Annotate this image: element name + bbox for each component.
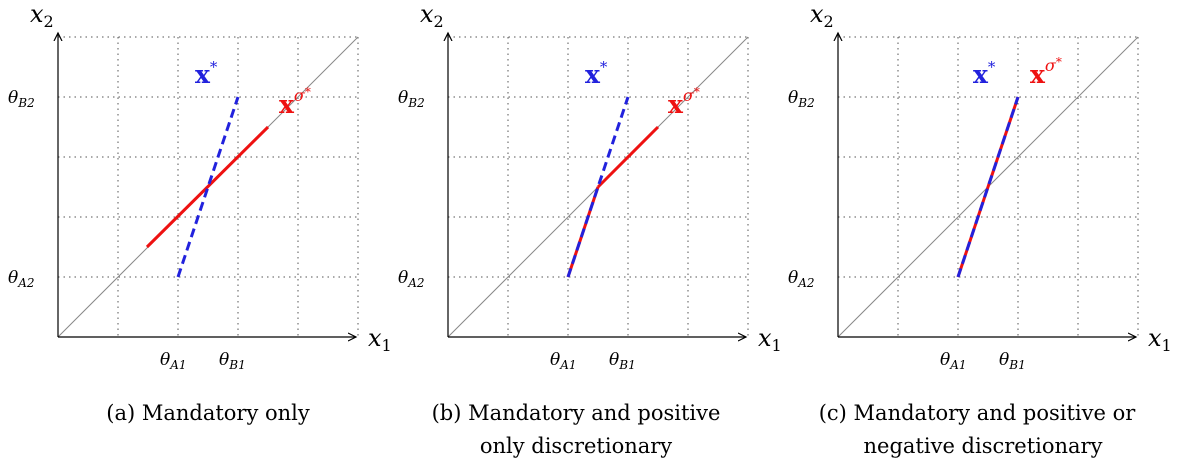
- x2-axis-label: x2: [810, 0, 834, 31]
- caption-c-line1: (c) Mandatory and positive or: [819, 401, 1136, 425]
- theta-a1-label: θA1: [940, 350, 967, 372]
- labels-panel-b: x2 x1 θB2 θA2 θA1 θB1 x* xσ*: [398, 0, 782, 372]
- theta-a2-label: θA2: [788, 268, 815, 290]
- panel-b: [448, 33, 749, 337]
- x2-axis-label: x2: [30, 0, 54, 31]
- theta-b1-label: θB1: [999, 350, 1026, 372]
- x-sigma-star-label: xσ*: [1030, 55, 1062, 89]
- theta-b2-label: θB2: [8, 88, 35, 110]
- x1-axis-label: x1: [1148, 324, 1172, 355]
- caption-a-line1: (a) Mandatory only: [106, 401, 310, 425]
- x-sigma-star-label: xσ*: [668, 85, 700, 119]
- panel-a: [58, 33, 359, 337]
- theta-b2-label: θB2: [398, 88, 425, 110]
- theta-a2-label: θA2: [8, 268, 35, 290]
- caption-b-line1: (b) Mandatory and positive: [432, 401, 721, 425]
- captions: (a) Mandatory only (b) Mandatory and pos…: [106, 401, 1136, 458]
- caption-b-line2: only discretionary: [480, 434, 672, 458]
- x-star-label: x*: [195, 58, 218, 89]
- x1-axis-label: x1: [368, 324, 392, 355]
- grid: [838, 36, 1139, 337]
- x-sigma-star-line: [145, 125, 270, 249]
- x-star-line: [176, 96, 240, 278]
- panel-c: [838, 33, 1139, 337]
- theta-b1-label: θB1: [609, 350, 636, 372]
- x-star-label: x*: [973, 58, 996, 89]
- x2-axis-label: x2: [420, 0, 444, 31]
- grid: [448, 36, 749, 337]
- x-sigma-star-label: xσ*: [279, 85, 311, 119]
- theta-a1-label: θA1: [550, 350, 577, 372]
- x-sigma-star-diagonal-line: [596, 125, 660, 189]
- theta-a1-label: θA1: [160, 350, 187, 372]
- x1-axis-label: x1: [758, 324, 782, 355]
- caption-c-line2: negative discretionary: [864, 434, 1103, 458]
- theta-b1-label: θB1: [219, 350, 246, 372]
- grid: [58, 36, 359, 337]
- x-star-line: [956, 96, 1020, 278]
- labels-panel-a: x2 x1 θB2 θA2 θA1 θB1 x* xσ*: [8, 0, 392, 372]
- x-star-label: x*: [585, 58, 608, 89]
- theta-a2-label: θA2: [398, 268, 425, 290]
- labels-panel-c: x2 x1 θB2 θA2 θA1 θB1 x* xσ*: [788, 0, 1172, 372]
- theta-b2-label: θB2: [788, 88, 815, 110]
- x-star-line: [566, 96, 630, 278]
